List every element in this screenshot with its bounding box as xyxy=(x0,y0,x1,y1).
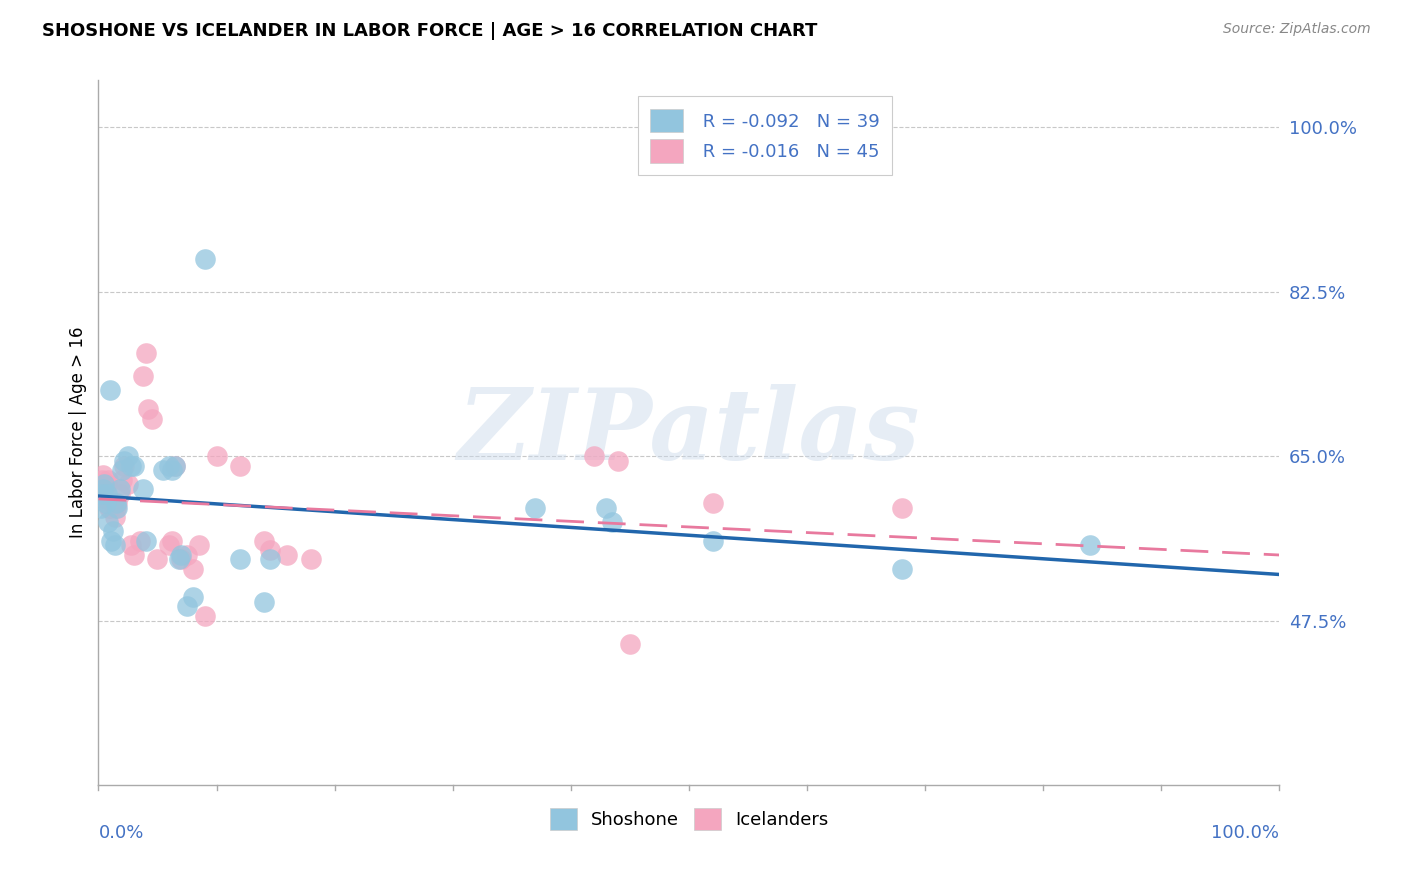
Point xyxy=(112,454,135,468)
Point xyxy=(187,538,209,552)
Point xyxy=(132,369,155,384)
Point xyxy=(121,538,143,552)
Point xyxy=(160,533,183,548)
Point xyxy=(170,552,193,566)
Point xyxy=(117,449,139,463)
Point xyxy=(253,595,276,609)
Point xyxy=(136,402,159,417)
Point xyxy=(276,548,298,562)
Point xyxy=(97,515,120,529)
Point xyxy=(890,500,912,515)
Point xyxy=(91,486,114,500)
Point xyxy=(93,491,115,506)
Point xyxy=(93,477,115,491)
Point xyxy=(702,533,724,548)
Point xyxy=(524,500,547,515)
Point xyxy=(105,496,128,510)
Point xyxy=(253,533,276,548)
Point xyxy=(167,552,190,566)
Point xyxy=(94,477,117,491)
Point xyxy=(98,500,121,515)
Point xyxy=(96,477,118,491)
Point xyxy=(108,482,131,496)
Point xyxy=(101,496,124,510)
Point xyxy=(91,482,114,496)
Point xyxy=(108,486,131,500)
Point xyxy=(157,538,180,552)
Point xyxy=(132,482,155,496)
Text: Source: ZipAtlas.com: Source: ZipAtlas.com xyxy=(1223,22,1371,37)
Point xyxy=(94,496,117,510)
Point xyxy=(165,458,187,473)
Point xyxy=(170,548,193,562)
Point xyxy=(89,486,111,500)
Point xyxy=(299,552,322,566)
Point xyxy=(607,454,630,468)
Point xyxy=(97,473,120,487)
Point xyxy=(90,477,112,491)
Point xyxy=(600,515,623,529)
Point xyxy=(104,510,127,524)
Point xyxy=(595,500,617,515)
Point xyxy=(141,411,163,425)
Point xyxy=(583,449,606,463)
Text: ZIPatlas: ZIPatlas xyxy=(458,384,920,481)
Point xyxy=(181,562,204,576)
Point xyxy=(98,384,121,398)
Point xyxy=(91,467,114,482)
Text: 0.0%: 0.0% xyxy=(98,824,143,842)
Point xyxy=(96,486,118,500)
Y-axis label: In Labor Force | Age > 16: In Labor Force | Age > 16 xyxy=(69,326,87,539)
Point xyxy=(135,345,157,359)
Point xyxy=(128,533,150,548)
Point xyxy=(194,608,217,623)
Point xyxy=(135,533,157,548)
Point xyxy=(176,548,198,562)
Point xyxy=(112,458,135,473)
Point xyxy=(1080,538,1102,552)
Text: SHOSHONE VS ICELANDER IN LABOR FORCE | AGE > 16 CORRELATION CHART: SHOSHONE VS ICELANDER IN LABOR FORCE | A… xyxy=(42,22,817,40)
Point xyxy=(90,500,112,515)
Point xyxy=(619,637,641,651)
Point xyxy=(152,463,174,477)
Point xyxy=(105,500,128,515)
Point xyxy=(100,533,122,548)
Point xyxy=(121,458,143,473)
Point xyxy=(91,473,114,487)
Point xyxy=(176,599,198,614)
Point xyxy=(101,524,124,539)
Point xyxy=(157,458,180,473)
Point xyxy=(229,458,252,473)
Text: 100.0%: 100.0% xyxy=(1212,824,1279,842)
Point xyxy=(122,458,145,473)
Point xyxy=(111,473,134,487)
Point xyxy=(181,590,204,604)
Point xyxy=(259,552,281,566)
Point xyxy=(165,458,187,473)
Point xyxy=(98,500,121,515)
Legend: Shoshone, Icelanders: Shoshone, Icelanders xyxy=(540,799,838,839)
Point xyxy=(111,463,134,477)
Point xyxy=(105,496,128,510)
Point xyxy=(229,552,252,566)
Point xyxy=(194,252,217,266)
Point xyxy=(702,496,724,510)
Point xyxy=(146,552,169,566)
Point xyxy=(122,548,145,562)
Point xyxy=(117,477,139,491)
Point xyxy=(890,562,912,576)
Point xyxy=(160,463,183,477)
Point xyxy=(105,500,128,515)
Point xyxy=(104,538,127,552)
Point xyxy=(259,543,281,558)
Point xyxy=(205,449,228,463)
